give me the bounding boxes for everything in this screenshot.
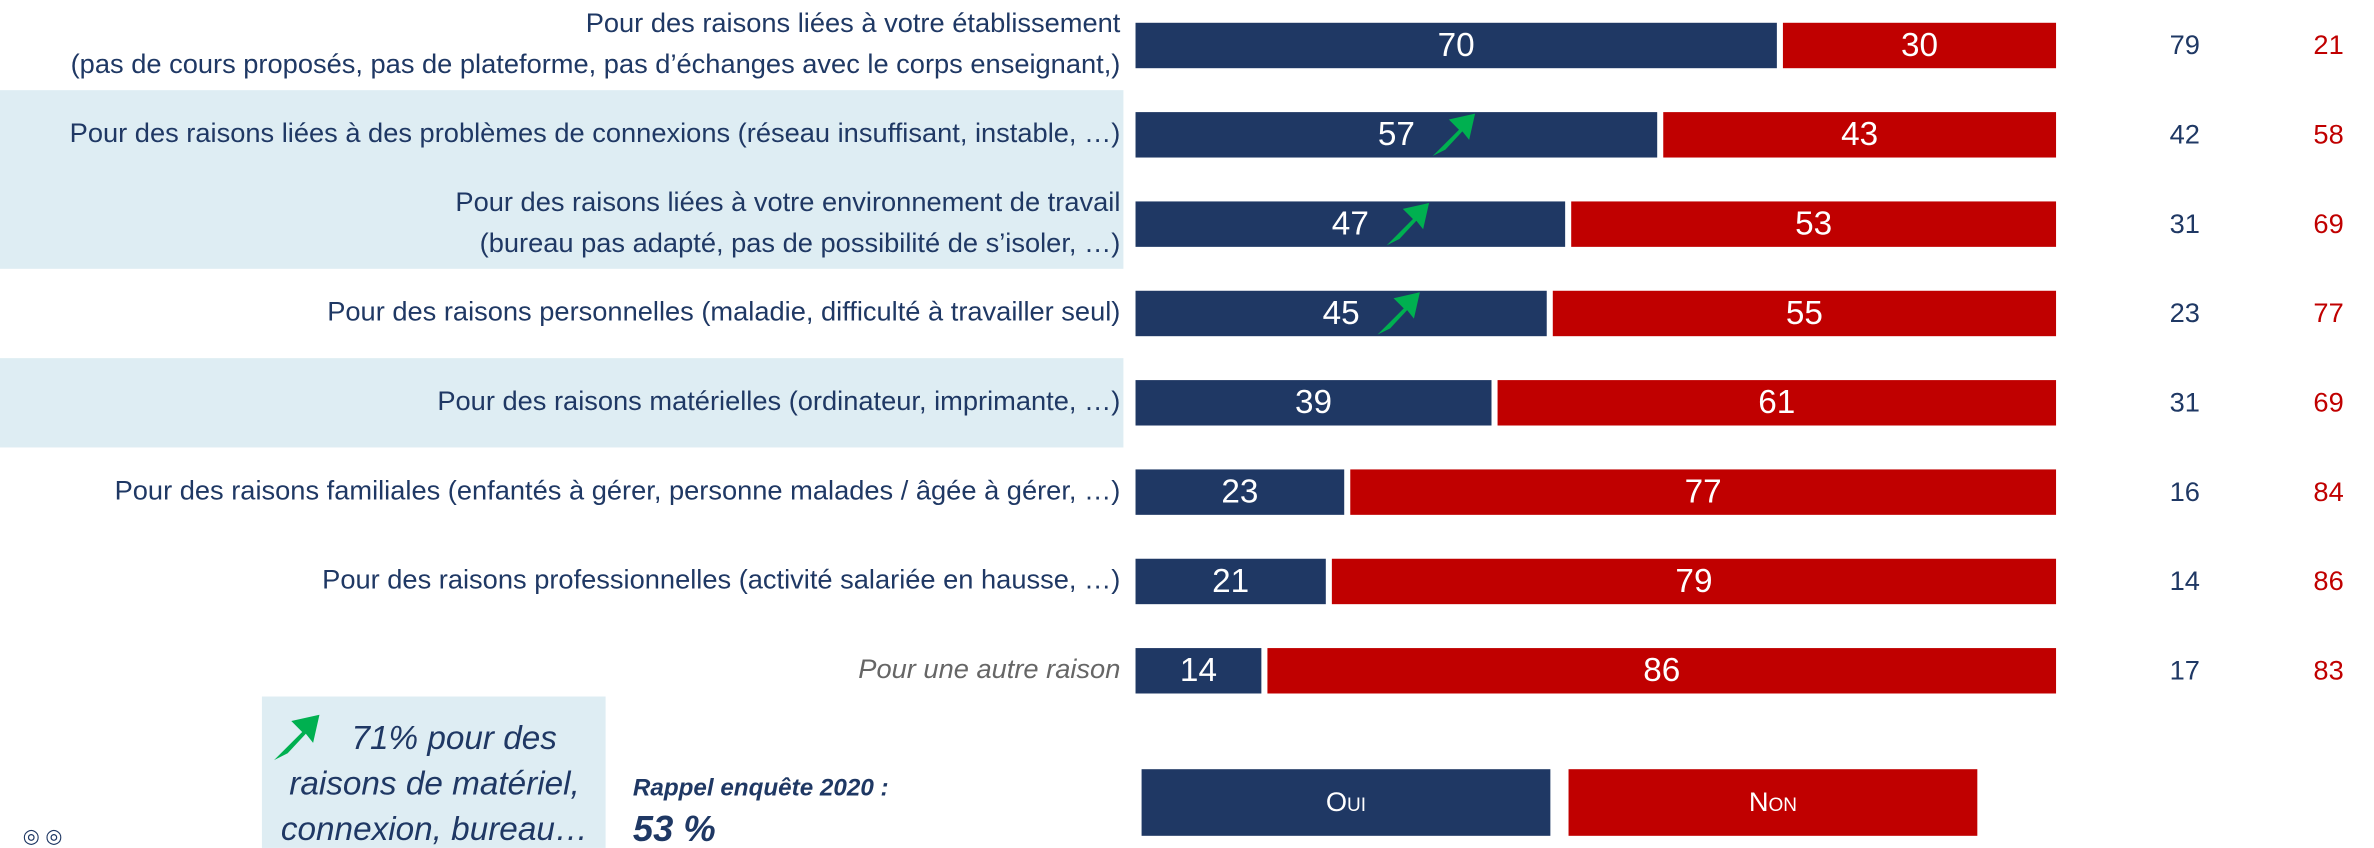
legend-label: Non — [1749, 786, 1797, 817]
comparison-value: 58 — [2313, 119, 2343, 150]
value-label: 39 — [1295, 384, 1332, 421]
legend-swatch — [1141, 769, 1551, 836]
increase-arrow — [1386, 202, 1430, 246]
reminder-value: 53 % — [633, 808, 716, 848]
bar-segment — [1571, 201, 2057, 247]
bar-segment — [1552, 290, 2057, 337]
category-label: Pour des raisons matérielles (ordinateur… — [437, 385, 1120, 416]
category-label: Pour des raisons liées à des problèmes d… — [70, 117, 1121, 148]
category-label: (bureau pas adapté, pas de possibilité d… — [480, 227, 1121, 258]
comparison-value: 31 — [2170, 387, 2200, 418]
comparison-value: 86 — [2313, 565, 2343, 596]
value-label: 47 — [1332, 205, 1369, 242]
bar-segment — [1135, 380, 1492, 426]
category-label: Pour des raisons liées à votre établisse… — [586, 7, 1121, 38]
value-label: 14 — [1180, 652, 1217, 689]
annotation-line: connexion, bureau… — [281, 811, 588, 848]
bar-segment — [1267, 648, 2057, 694]
value-label: 21 — [1212, 563, 1249, 600]
reminder-label: Rappel enquête 2020 : — [633, 774, 889, 801]
annotation-box — [261, 696, 606, 848]
bar-segment — [1350, 469, 2057, 515]
category-label: Pour des raisons personnelles (maladie, … — [327, 296, 1120, 327]
comparison-value: 16 — [2170, 476, 2200, 507]
annotation-line: 71% pour des — [351, 720, 556, 757]
category-label: Pour des raisons professionnelles (activ… — [322, 564, 1120, 595]
bar-segment — [1782, 22, 2057, 69]
comparison-value: 77 — [2313, 297, 2343, 328]
legend-swatch — [1568, 769, 1978, 836]
row-highlight — [0, 90, 1124, 180]
comparison-value: 69 — [2313, 208, 2343, 239]
value-label: 53 — [1795, 205, 1832, 242]
bar-segment — [1497, 380, 2057, 426]
bar-segment — [1135, 648, 1262, 694]
bar-segment — [1135, 22, 1777, 69]
bar-segment — [1663, 112, 2057, 158]
legend-label: Oui — [1326, 786, 1366, 817]
comparison-value: 17 — [2170, 655, 2200, 686]
comparison-value: 14 — [2170, 565, 2200, 596]
value-label: 57 — [1378, 116, 1415, 153]
bar-segment — [1135, 558, 1326, 605]
category-label: Pour une autre raison — [858, 653, 1120, 684]
value-label: 86 — [1643, 652, 1680, 689]
value-label: 30 — [1901, 27, 1938, 64]
value-label: 79 — [1675, 563, 1712, 600]
row-highlight — [0, 179, 1124, 269]
comparison-value: 21 — [2313, 29, 2343, 60]
category-label: Pour des raisons familiales (enfantés à … — [115, 474, 1121, 505]
annotation-line: raisons de matériel, — [289, 766, 580, 803]
comparison-value: 42 — [2170, 119, 2200, 150]
value-label: 61 — [1758, 384, 1795, 421]
bar-segment — [1135, 290, 1547, 337]
comparison-value: 69 — [2313, 387, 2343, 418]
comparison-value: 83 — [2313, 655, 2343, 686]
value-label: 43 — [1841, 116, 1878, 153]
row-highlight — [0, 358, 1124, 448]
comparison-value: 23 — [2170, 297, 2200, 328]
bar-segment — [1135, 469, 1345, 515]
value-label: 45 — [1323, 295, 1360, 332]
category-label: (pas de cours proposés, pas de plateform… — [71, 48, 1121, 79]
category-label: Pour des raisons liées à votre environne… — [455, 186, 1120, 217]
comparison-value: 79 — [2170, 29, 2200, 60]
value-label: 70 — [1438, 27, 1475, 64]
increase-arrow — [1377, 292, 1420, 335]
comparison-value: 84 — [2313, 476, 2343, 507]
value-label: 77 — [1685, 473, 1722, 510]
value-label: 23 — [1221, 473, 1258, 510]
icon: ◎ ◎ — [23, 826, 63, 848]
bar-segment — [1135, 112, 1658, 158]
comparison-value: 31 — [2170, 208, 2200, 239]
bar-segment — [1331, 558, 2057, 605]
value-label: 55 — [1786, 295, 1823, 332]
bar-segment — [1135, 201, 1566, 247]
